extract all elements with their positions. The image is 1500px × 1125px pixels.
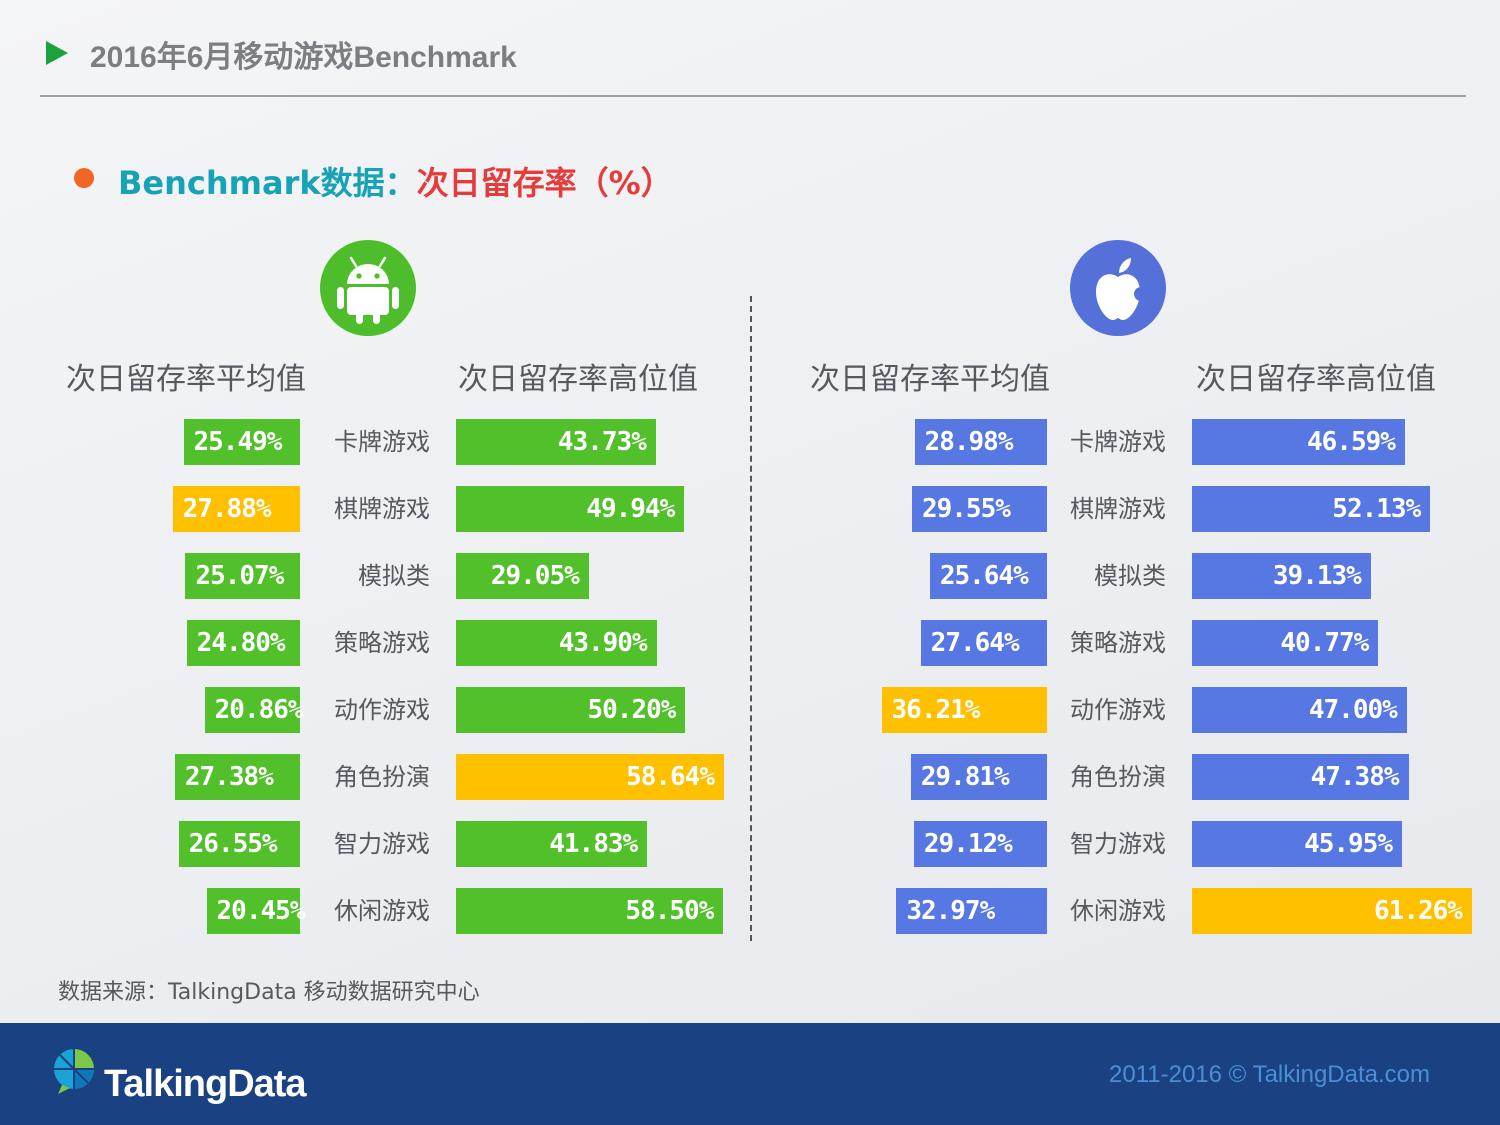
android-category-label: 动作游戏	[334, 696, 430, 724]
android-avg-header: 次日留存率平均值	[66, 362, 306, 397]
page-header: 2016年6月移动游戏Benchmark	[0, 0, 1500, 100]
ios-avg-bar: 27.64%	[920, 620, 1047, 666]
ios-category-label: 棋牌游戏	[1070, 495, 1166, 523]
ios-high-header: 次日留存率高位值	[1196, 362, 1436, 397]
android-high-bar: 43.73%	[456, 419, 656, 465]
android-category-label: 休闲游戏	[334, 897, 430, 925]
play-arrow-icon	[46, 41, 68, 65]
android-high-bar: 50.20%	[456, 687, 686, 733]
ios-high-bar: 47.00%	[1192, 687, 1407, 733]
subtitle-benchmark-label: Benchmark数据：	[118, 164, 417, 202]
android-avg-bar: 27.38%	[174, 754, 300, 800]
android-high-bar: 41.83%	[456, 821, 648, 867]
page-title: 2016年6月移动游戏Benchmark	[90, 41, 517, 74]
ios-avg-bar: 28.98%	[914, 419, 1047, 465]
android-avg-bar: 25.07%	[185, 553, 300, 599]
android-avg-bar: 26.55%	[178, 821, 300, 867]
ios-category-label: 智力游戏	[1070, 830, 1166, 858]
ios-avg-bar: 29.55%	[911, 486, 1047, 532]
subtitle-metric-label: 次日留存率（%）	[416, 164, 673, 202]
android-avg-bar: 24.80%	[186, 620, 300, 666]
ios-category-label: 模拟类	[1094, 562, 1166, 590]
header-divider	[40, 95, 1466, 97]
ios-category-label: 休闲游戏	[1070, 897, 1166, 925]
ios-avg-bar: 29.81%	[910, 754, 1047, 800]
android-category-label: 角色扮演	[334, 763, 430, 791]
android-icon	[320, 240, 416, 336]
android-high-bar: 29.05%	[456, 553, 589, 599]
ios-avg-header: 次日留存率平均值	[810, 362, 1050, 397]
ios-high-bar: 40.77%	[1192, 620, 1379, 666]
android-avg-bar: 20.45%	[206, 888, 305, 934]
android-category-label: 智力游戏	[334, 830, 430, 858]
footer-brand: TalkingData	[104, 1063, 307, 1105]
ios-category-label: 卡牌游戏	[1070, 428, 1166, 456]
ios-category-label: 动作游戏	[1070, 696, 1166, 724]
chart-subtitle: Benchmark数据：次日留存率（%）	[118, 158, 673, 204]
android-high-header: 次日留存率高位值	[458, 362, 698, 397]
ios-avg-bar: 36.21%	[881, 687, 1047, 733]
ios-avg-bar: 29.12%	[913, 821, 1047, 867]
android-high-bar: 43.90%	[456, 620, 657, 666]
ios-high-bar: 46.59%	[1192, 419, 1405, 465]
platform-divider	[750, 296, 752, 941]
data-source-note: 数据来源：TalkingData 移动数据研究中心	[58, 980, 480, 1005]
ios-high-bar: 47.38%	[1192, 754, 1409, 800]
apple-icon	[1070, 240, 1166, 336]
ios-high-bar: 39.13%	[1192, 553, 1371, 599]
android-category-label: 模拟类	[358, 562, 430, 590]
bullet-dot-icon	[74, 168, 94, 188]
ios-category-label: 策略游戏	[1070, 629, 1166, 657]
ios-category-label: 角色扮演	[1070, 763, 1166, 791]
android-high-bar: 58.50%	[456, 888, 724, 934]
ios-high-bar: 61.26%	[1192, 888, 1472, 934]
android-category-label: 卡牌游戏	[334, 428, 430, 456]
footer-copyright: 2011-2016 © TalkingData.com	[1109, 1061, 1430, 1088]
android-high-bar: 49.94%	[456, 486, 685, 532]
talkingdata-logo-icon	[52, 1047, 98, 1099]
ios-high-bar: 45.95%	[1192, 821, 1402, 867]
android-category-label: 策略游戏	[334, 629, 430, 657]
android-high-bar: 58.64%	[456, 754, 724, 800]
android-avg-bar: 27.88%	[172, 486, 300, 532]
android-category-label: 棋牌游戏	[334, 495, 430, 523]
android-avg-bar: 25.49%	[183, 419, 300, 465]
ios-avg-bar: 32.97%	[896, 888, 1047, 934]
android-avg-bar: 20.86%	[204, 687, 304, 733]
footer: TalkingData 2011-2016 © TalkingData.com	[0, 1023, 1500, 1125]
ios-high-bar: 52.13%	[1192, 486, 1431, 532]
ios-avg-bar: 25.64%	[929, 553, 1047, 599]
